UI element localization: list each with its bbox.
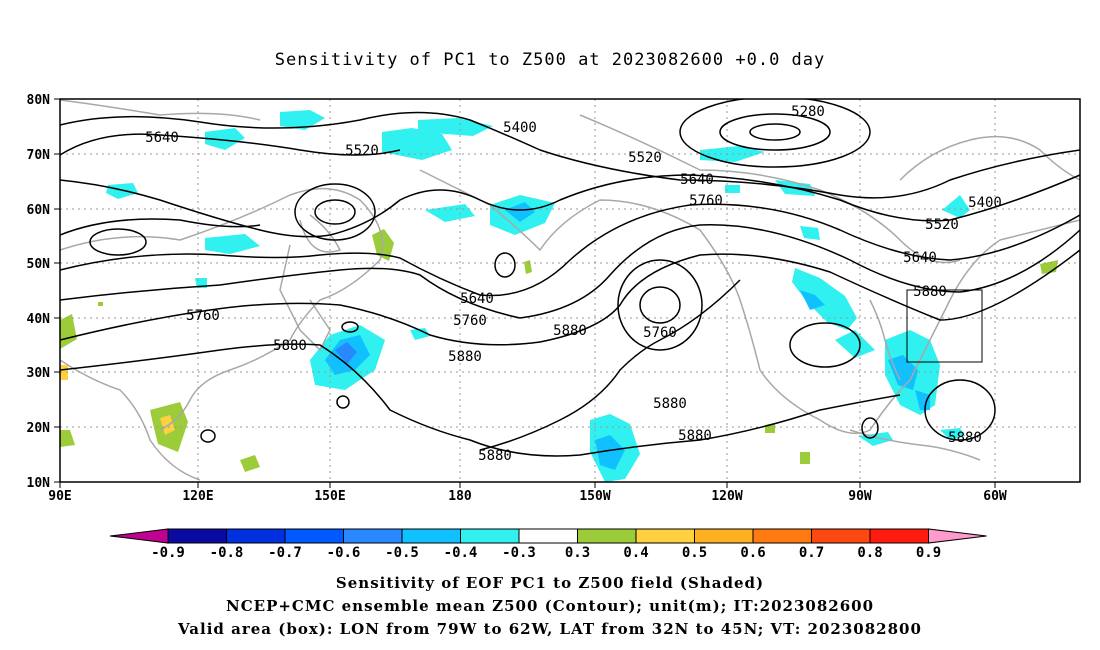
axis-ticks [54, 98, 996, 488]
colorbar-label: -0.8 [210, 545, 244, 561]
map-title: Sensitivity of PC1 to Z500 at 2023082600… [274, 50, 826, 70]
colorbar-label: 0.8 [857, 545, 882, 561]
colorbar-label: -0.3 [502, 545, 536, 561]
colorbar-label: 0.7 [799, 545, 824, 561]
contour-label: 5640 [903, 250, 937, 266]
colorbar-swatch [401, 528, 461, 544]
colorbar-label: -0.4 [444, 545, 478, 561]
contour-label: 5760 [186, 308, 220, 324]
lat-label: 50N [27, 257, 51, 272]
contour-label: 5880 [678, 428, 712, 444]
lon-label: 120W [711, 489, 742, 504]
contour-label: 5880 [273, 338, 307, 354]
colorbar-swatch [752, 528, 812, 544]
colorbar-swatch [577, 528, 637, 544]
colorbar-labels: -0.9 -0.8 -0.7 -0.6 -0.5 -0.4 -0.3 0.3 0.4 0.5 0.6… [151, 545, 941, 561]
caption-line-3: Valid area (box): LON from 79W to 62W, L… [178, 620, 922, 638]
contour-label: 5520 [925, 217, 959, 233]
colorbar-swatch [167, 528, 227, 544]
contour-label: 5520 [628, 150, 662, 166]
gridlines [60, 99, 1080, 482]
colorbar-label: -0.6 [327, 545, 361, 561]
contour-label: 5400 [968, 195, 1002, 211]
lon-label: 90E [48, 489, 71, 504]
colorbar-swatch [518, 528, 578, 544]
contour-label: 5640 [460, 291, 494, 307]
contour-label: 5880 [553, 323, 587, 339]
lon-label: 120E [182, 489, 213, 504]
contour-label: 5760 [689, 193, 723, 209]
colorbar-label: -0.5 [385, 545, 419, 561]
contour-label: 5280 [791, 104, 825, 120]
colorbar-label: -0.9 [151, 545, 185, 561]
colorbar-label: 0.6 [740, 545, 765, 561]
lat-label: 80N [27, 93, 51, 108]
lat-label: 60N [27, 203, 51, 218]
lat-label: 20N [27, 421, 51, 436]
colorbar-swatch [460, 528, 520, 544]
coastlines [60, 99, 1080, 481]
lat-label: 70N [27, 148, 51, 163]
z500-contours [60, 99, 1080, 457]
colorbar [109, 528, 987, 544]
colorbar-swatch [343, 528, 403, 544]
lon-label: 90W [848, 489, 872, 504]
contour-label: 5880 [913, 284, 947, 300]
map-frame [59, 98, 1081, 483]
colorbar-arrow-right [928, 528, 987, 544]
colorbar-label: 0.3 [565, 545, 590, 561]
contour-label: 5760 [643, 325, 677, 341]
colorbar-swatch [869, 528, 929, 544]
colorbar-arrow-left [109, 528, 169, 544]
colorbar-label: -0.7 [268, 545, 302, 561]
colorbar-swatch [284, 528, 344, 544]
contour-label: 5640 [145, 130, 179, 146]
lon-label: 150W [579, 489, 610, 504]
caption-line-2: NCEP+CMC ensemble mean Z500 (Contour); u… [226, 597, 874, 615]
contour-label: 5760 [453, 313, 487, 329]
contour-label: 5520 [345, 143, 379, 159]
shaded-sensitivity [60, 110, 1058, 482]
contour-label: 5880 [448, 349, 482, 365]
contour-label: 5880 [948, 430, 982, 446]
caption-line-1: Sensitivity of EOF PC1 to Z500 field (Sh… [335, 574, 765, 592]
lon-labels: 90E 120E 150E 180 150W 120W 90W 60W [48, 489, 1007, 504]
contour-label: 5880 [653, 396, 687, 412]
colorbar-label: 0.9 [916, 545, 941, 561]
colorbar-swatch [635, 528, 695, 544]
lat-label: 40N [27, 312, 51, 327]
colorbar-swatch [811, 528, 871, 544]
lat-labels: 80N 70N 60N 50N 40N 30N 20N 10N [27, 93, 51, 491]
contour-label: 5880 [478, 448, 512, 464]
valid-area-box [906, 289, 983, 363]
lon-label: 180 [448, 489, 472, 504]
contour-label: 5640 [680, 172, 714, 188]
colorbar-label: 0.5 [682, 545, 707, 561]
lat-label: 30N [27, 366, 51, 381]
lon-label: 150E [314, 489, 345, 504]
contour-labels: 5280 5400 5400 5520 5520 5520 5640 5640 … [145, 104, 1002, 464]
contour-label: 5400 [503, 120, 537, 136]
lon-label: 60W [983, 489, 1007, 504]
colorbar-swatch [694, 528, 754, 544]
lat-label: 10N [27, 476, 51, 491]
colorbar-swatch [226, 528, 286, 544]
colorbar-label: 0.4 [623, 545, 648, 561]
